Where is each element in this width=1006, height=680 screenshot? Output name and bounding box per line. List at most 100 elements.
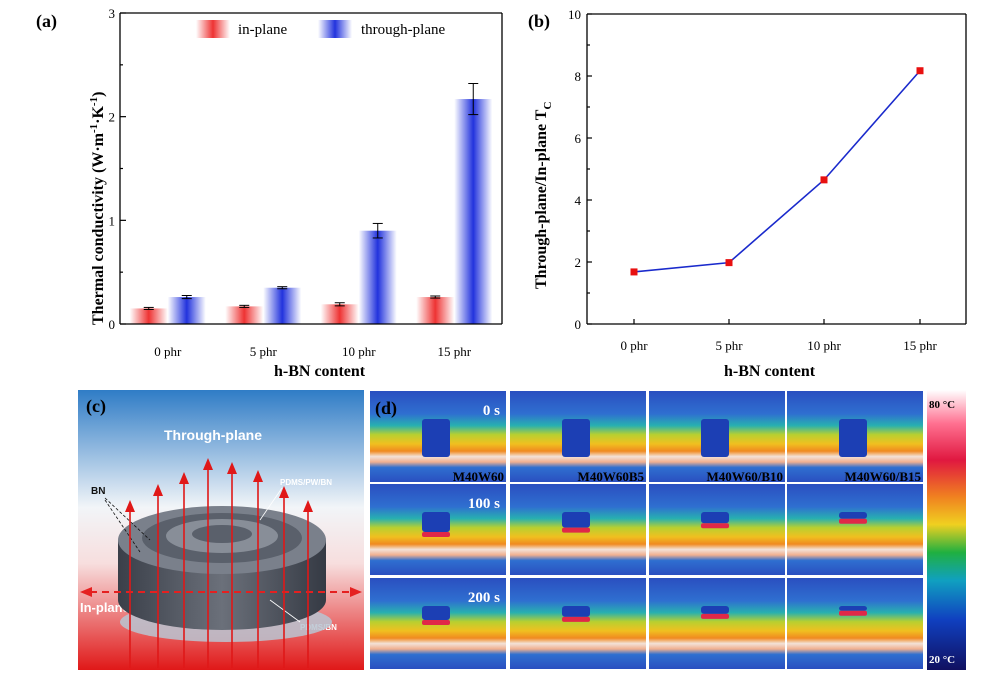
bar-in-plane-0 — [129, 308, 168, 324]
thermal-image — [787, 578, 923, 669]
x-axis-label: h-BN content — [724, 363, 816, 380]
time-label: 200 s — [468, 590, 500, 606]
through-plane-arrow-head-6 — [279, 486, 289, 498]
panel-label-a: (a) — [36, 11, 57, 32]
sample-cavity — [701, 419, 729, 457]
hot-interface — [422, 620, 450, 625]
sample-label: M40W60/B15 — [844, 469, 921, 484]
legend-swatch-in-plane — [196, 20, 230, 38]
sample-cavity — [701, 606, 729, 614]
temperature-color-bar — [927, 390, 966, 670]
sample-cavity — [562, 512, 590, 528]
bar-through-plane-1 — [263, 287, 302, 324]
through-plane-arrow-head-3 — [203, 458, 213, 470]
in-plane-label: In-plane — [80, 600, 130, 615]
sample-cavity — [422, 606, 450, 620]
x-tick-label: 15 phr — [437, 344, 471, 359]
y-tick-label: 1 — [109, 213, 116, 228]
line-chart-panel: (b) 0 phr 5 phr 10 phr 15 phr 0 2 4 6 8 10 h-BN c… — [528, 7, 967, 380]
panel-label-d: (d) — [375, 398, 397, 419]
thermal-image — [787, 484, 923, 575]
through-plane-arrow-head-2 — [179, 472, 189, 484]
y-tick-label: 6 — [575, 131, 582, 146]
sample-cavity — [562, 419, 590, 457]
y-tick-label: 2 — [575, 255, 582, 270]
scale-max-label: 80 °C — [929, 399, 955, 411]
x-tick-label: 10 phr — [807, 338, 841, 353]
y-tick-label: 3 — [109, 6, 116, 21]
x-tick-label: 5 phr — [250, 344, 278, 359]
legend-label-in-plane: in-plane — [238, 22, 287, 38]
sample-cavity — [701, 512, 729, 524]
bar-in-plane-2 — [320, 304, 359, 324]
bar-in-plane-1 — [225, 306, 264, 324]
thermal-image — [649, 578, 785, 669]
ratio-line — [633, 70, 921, 273]
panel-label-b: (b) — [528, 11, 550, 32]
sample-cavity — [839, 419, 867, 457]
y-tick-label: 2 — [109, 110, 116, 125]
sample-label: M40W60 — [453, 469, 504, 484]
bn-leader-1 — [104, 497, 151, 541]
y-tick-label: 10 — [568, 7, 581, 22]
bar-through-plane-2 — [358, 230, 397, 324]
y-tick-label: 4 — [575, 193, 582, 208]
pdms-pw-bn-label: PDMS/PW/BN — [280, 478, 332, 487]
time-label: 100 s — [468, 496, 500, 512]
sample-cavity — [422, 512, 450, 532]
hot-interface — [839, 518, 867, 524]
through-plane-arrow-head-7 — [303, 500, 313, 512]
thermal-image — [649, 484, 785, 575]
thermal-image — [510, 578, 646, 669]
through-plane-arrow-head-1 — [153, 484, 163, 496]
y-axis-label: Thermal conductivity (W·m-1·K-1) — [88, 92, 107, 325]
time-label: 0 s — [483, 403, 500, 419]
legend-label-through-plane: through-plane — [361, 22, 445, 38]
bn-leader-2 — [104, 499, 141, 553]
bn-label: BN — [91, 486, 105, 497]
through-plane-label: Through-plane — [164, 427, 262, 443]
data-point-3 — [916, 67, 924, 75]
legend-swatch-through-plane — [318, 20, 352, 38]
x-tick-label: 0 phr — [620, 338, 648, 353]
sample-label: M40W60B5 — [578, 469, 645, 484]
bar-through-plane-3 — [454, 99, 493, 324]
through-plane-arrow-head-4 — [227, 462, 237, 474]
sample-label: M40W60/B10 — [706, 469, 783, 484]
data-point-2 — [820, 176, 828, 184]
legend: in-plane through-plane — [196, 20, 445, 38]
data-point-1 — [725, 259, 733, 267]
bar-in-plane-3 — [416, 297, 455, 324]
bn-ring-4 — [192, 525, 252, 543]
sample-cavity — [839, 606, 867, 611]
hot-interface — [701, 613, 729, 619]
through-plane-arrow-head-0 — [125, 500, 135, 512]
in-plane-arrow-right-head — [350, 587, 362, 597]
scale-min-label: 20 °C — [929, 654, 955, 666]
hot-interface — [701, 523, 729, 529]
sample-cavity — [562, 606, 590, 617]
bar-chart-panel: (a) in-plane through-plane 0 phr 5 phr 10 … — [36, 6, 503, 380]
x-tick-label: 15 phr — [903, 338, 937, 353]
x-tick-label: 5 phr — [715, 338, 743, 353]
hot-interface — [422, 532, 450, 537]
y-tick-label: 0 — [575, 317, 582, 332]
pdms-bn-leader — [269, 599, 301, 623]
in-plane-arrow-left-head — [80, 587, 92, 597]
x-axis-label: h-BN content — [274, 363, 366, 380]
panel-label-c: (c) — [86, 396, 106, 417]
schematic-panel: (c) Through-plane In-plane BN PDMS/PW/BN… — [78, 390, 364, 670]
sample-cavity — [839, 512, 867, 519]
pdms-pw-bn-leader — [259, 487, 283, 521]
bar-through-plane-0 — [167, 297, 206, 324]
x-tick-label: 0 phr — [154, 344, 182, 359]
y-tick-label: 8 — [575, 69, 582, 84]
y-axis-label: Through-plane/In-plane TC — [533, 102, 554, 289]
hot-interface — [839, 610, 867, 616]
through-plane-arrow-head-5 — [253, 470, 263, 482]
data-point-0 — [630, 268, 638, 276]
hot-interface — [562, 527, 590, 533]
sample-cavity — [422, 419, 450, 457]
y-tick-label: 0 — [109, 317, 116, 332]
